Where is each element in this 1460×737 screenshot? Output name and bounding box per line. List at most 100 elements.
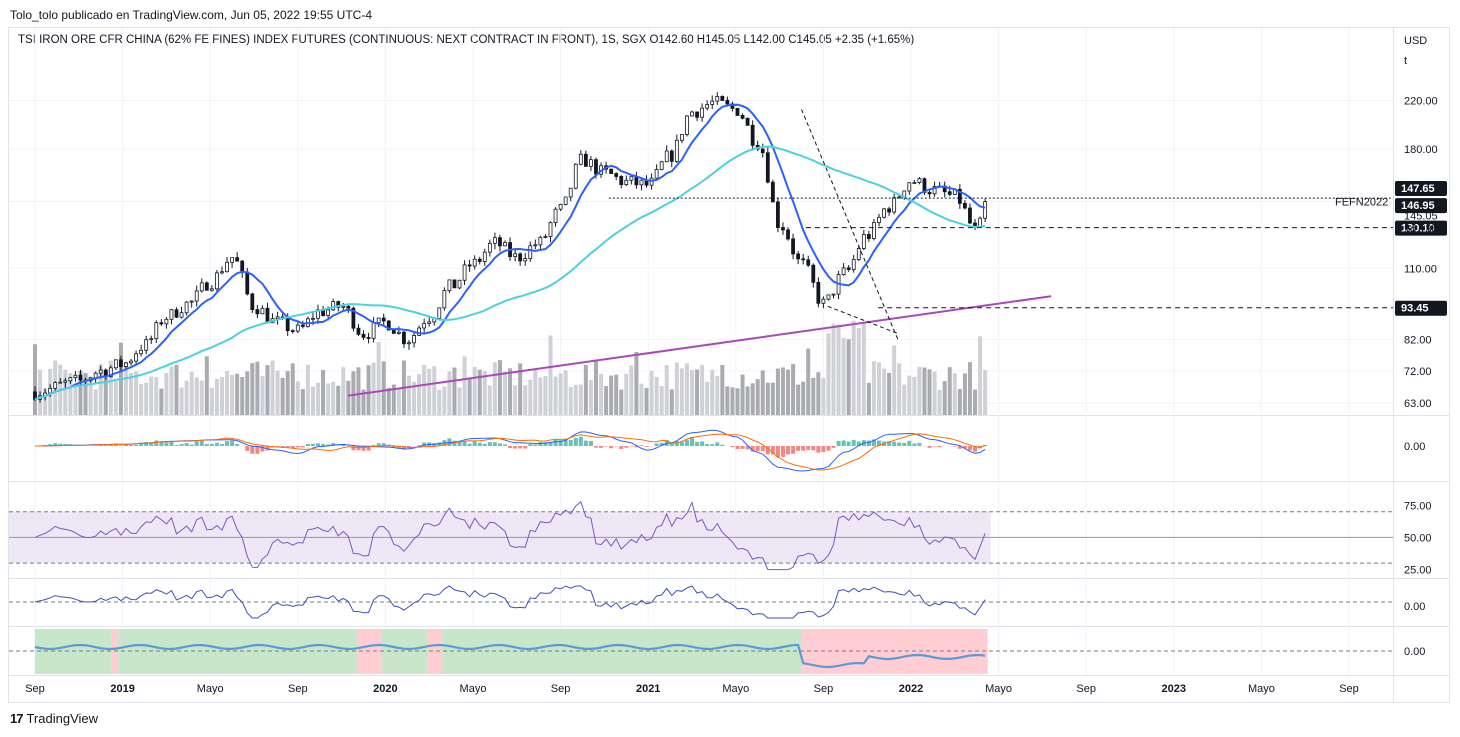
volume-bar <box>316 382 321 415</box>
volume-bar <box>932 371 937 415</box>
candle-body <box>695 111 699 118</box>
candle-body <box>826 294 831 300</box>
volume-bar <box>791 364 796 415</box>
macd-histogram-bar <box>548 441 553 446</box>
volume-bar <box>43 388 48 415</box>
candle-body <box>260 307 265 315</box>
volume-bar <box>967 362 972 415</box>
macd-histogram-bar <box>174 445 179 446</box>
candle-body <box>487 242 492 253</box>
volume-bar <box>957 388 962 415</box>
volume-bar <box>619 389 624 415</box>
volume-bar <box>604 386 609 415</box>
volume-bar <box>775 368 780 415</box>
volume-bar <box>902 384 907 415</box>
volume-bar <box>851 320 856 415</box>
candle-body <box>781 227 785 231</box>
candle-body <box>134 353 138 362</box>
volume-bar <box>866 382 871 415</box>
volume-bar <box>973 389 978 415</box>
contract-label: FEFN2022 <box>1335 196 1388 208</box>
volume-bar <box>477 369 482 415</box>
brand-name: TradingView <box>26 711 99 726</box>
price-tick: 63.00 <box>1404 398 1432 410</box>
macd-histogram-bar <box>558 440 563 446</box>
macd-histogram-bar <box>573 437 578 446</box>
macd-histogram-bar <box>118 445 123 446</box>
candle-body <box>184 301 189 314</box>
volume-bar <box>98 364 103 415</box>
macd-histogram-bar <box>331 443 336 446</box>
macd-histogram-bar <box>194 441 199 446</box>
candle-body <box>215 272 219 290</box>
candle-body <box>290 330 295 333</box>
candle-body <box>371 322 376 339</box>
volume-bar <box>846 339 851 415</box>
candle-body <box>745 117 750 126</box>
macd-histogram-bar <box>821 446 826 453</box>
volume-bar <box>341 367 346 415</box>
macd-histogram-bar <box>563 438 568 446</box>
volume-bar <box>942 381 947 415</box>
volume-bar <box>523 385 528 415</box>
macd-histogram-bar <box>831 446 836 448</box>
macd-histogram-bar <box>871 439 876 446</box>
macd-histogram-bar <box>806 446 811 451</box>
macd-histogram-bar <box>588 441 593 446</box>
tradingview-logo-icon[interactable]: 17 <box>10 711 24 726</box>
candle-body <box>250 293 255 310</box>
volume-bar <box>503 371 508 415</box>
candle-body <box>169 309 174 320</box>
macd-histogram-bar <box>932 446 937 447</box>
symbol-legend: TSI IRON ORE CFR CHINA (62% FE FINES) IN… <box>18 34 915 46</box>
candle-body <box>477 258 482 262</box>
time-tick: Mayo <box>460 683 487 695</box>
candle-body <box>73 374 78 379</box>
candle-body <box>366 337 371 339</box>
candle-body <box>396 331 401 334</box>
candle-body <box>811 264 816 283</box>
candle-body <box>659 161 664 170</box>
price-tick: 180.00 <box>1404 144 1438 156</box>
macd-histogram-bar <box>58 443 63 446</box>
time-tick: Sep <box>25 683 45 695</box>
macd-histogram-bar <box>907 440 912 446</box>
candle-body <box>715 96 720 102</box>
volume-bar <box>806 348 811 415</box>
candle-body <box>917 178 922 183</box>
macd-histogram-bar <box>816 446 821 453</box>
volume-bar <box>720 364 725 415</box>
candle-body <box>285 317 290 332</box>
volume-bar <box>123 361 128 415</box>
volume-bar <box>962 373 967 415</box>
osc2-line <box>34 643 986 669</box>
volume-bar <box>573 384 578 415</box>
candle-body <box>139 349 144 355</box>
volume-bar <box>321 370 326 415</box>
volume-bar <box>214 378 219 415</box>
volume-bar <box>255 361 260 415</box>
candle-body <box>124 362 128 367</box>
volume-bar <box>361 389 366 415</box>
candle-body <box>629 176 634 181</box>
macd-histogram-bar <box>417 445 422 446</box>
candle-body <box>58 381 63 384</box>
candle-body <box>492 237 497 244</box>
volume-bar <box>366 365 371 415</box>
volume-bar <box>417 374 422 415</box>
macd-histogram-bar <box>801 446 806 451</box>
volume-bar <box>113 380 118 415</box>
volume-bar <box>78 371 83 415</box>
price-tick: 110.00 <box>1404 263 1437 275</box>
macd-histogram-bar <box>533 444 538 446</box>
macd-histogram-bar <box>487 442 492 446</box>
macd-histogram-bar <box>366 446 371 451</box>
macd-histogram-bar <box>351 446 356 451</box>
volume-bar <box>285 371 290 415</box>
macd-histogram-bar <box>265 446 270 451</box>
volume-bar <box>750 383 755 415</box>
candle-body <box>543 236 548 238</box>
candle-body <box>351 307 356 329</box>
time-tick: Mayo <box>722 683 749 695</box>
